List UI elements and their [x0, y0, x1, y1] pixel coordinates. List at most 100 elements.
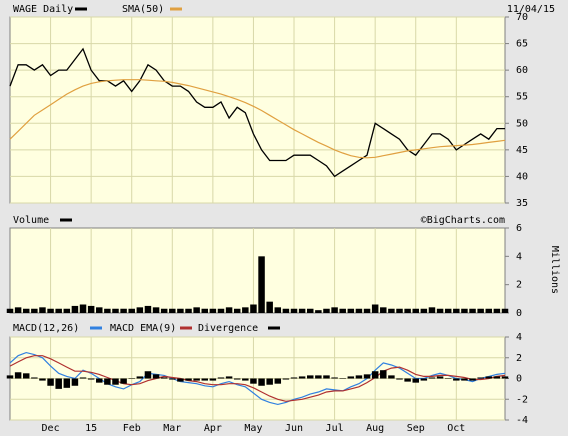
bar — [128, 378, 135, 379]
y-tick-label: 35 — [516, 198, 528, 209]
bar — [339, 378, 346, 379]
bar — [193, 307, 200, 313]
bar — [217, 377, 225, 379]
bar — [152, 307, 160, 313]
bar — [63, 378, 71, 388]
bar — [412, 378, 419, 383]
bar — [242, 307, 249, 313]
bar — [104, 378, 111, 385]
bar — [396, 378, 403, 380]
bar — [22, 373, 30, 379]
y-tick-label: 45 — [516, 145, 528, 156]
bar — [436, 308, 444, 313]
bar — [71, 305, 79, 313]
bar — [225, 376, 233, 379]
bar — [258, 378, 265, 386]
y-tick-label: 40 — [516, 171, 528, 182]
bar — [347, 308, 355, 313]
bar — [477, 308, 484, 313]
bar — [493, 376, 501, 379]
bar — [315, 375, 322, 379]
bar — [331, 377, 338, 379]
bar — [242, 378, 249, 381]
bar — [282, 308, 290, 313]
bar — [6, 375, 14, 379]
y-tick-label: 55 — [516, 92, 528, 103]
bar — [144, 305, 152, 313]
bar — [136, 307, 144, 313]
bar — [307, 375, 314, 379]
y-tick-label: 0 — [516, 374, 522, 385]
bar — [120, 378, 127, 384]
bar — [388, 308, 395, 313]
y-tick-label: -2 — [516, 394, 528, 405]
x-tick-label: Feb — [123, 423, 141, 434]
axis-label: Millions — [549, 246, 560, 294]
bar — [363, 374, 371, 379]
bar — [31, 308, 38, 313]
bar — [185, 308, 192, 313]
bar — [71, 378, 79, 386]
bar — [323, 375, 330, 379]
bar — [201, 378, 208, 381]
x-tick-label: Oct — [447, 423, 465, 434]
bar — [477, 377, 484, 379]
x-tick-label: May — [244, 423, 262, 434]
bar — [144, 371, 152, 379]
bar — [420, 308, 428, 313]
y-tick-label: 4 — [516, 251, 522, 262]
bar — [87, 305, 95, 313]
legend-entry: Divergence — [198, 323, 258, 334]
bar — [6, 308, 14, 313]
bar — [55, 308, 62, 313]
bar — [355, 375, 363, 379]
series-line — [9, 47, 505, 178]
y-tick-label: 2 — [516, 280, 522, 291]
bar — [193, 378, 200, 381]
y-tick-label: 60 — [516, 65, 528, 76]
bar — [104, 308, 111, 313]
bar — [258, 256, 265, 313]
bar — [96, 307, 103, 313]
bar — [79, 377, 87, 379]
bar — [14, 372, 22, 379]
bar — [501, 308, 509, 313]
bar — [266, 301, 273, 313]
bar — [380, 370, 387, 379]
bar — [404, 378, 411, 382]
bar — [217, 308, 225, 313]
bar — [39, 378, 46, 381]
legend-entry: SMA(50) — [122, 4, 164, 15]
bar — [169, 308, 176, 313]
bar — [307, 308, 314, 313]
bar — [266, 378, 273, 385]
bar — [444, 378, 452, 379]
bar — [282, 378, 290, 380]
bar — [298, 308, 306, 313]
bar — [185, 378, 192, 381]
bar — [428, 307, 436, 313]
bar — [461, 308, 468, 313]
bar — [274, 378, 282, 384]
bar — [323, 308, 330, 313]
x-tick-label: Mar — [163, 423, 181, 434]
bar — [485, 376, 493, 379]
bar — [298, 376, 306, 379]
bar — [39, 307, 46, 313]
y-tick-label: 70 — [516, 12, 528, 23]
bar — [339, 308, 346, 313]
bar — [469, 308, 476, 313]
price-panel — [9, 16, 506, 204]
bar — [485, 308, 493, 313]
legend-entry: WAGE Daily — [13, 4, 73, 15]
y-tick-label: 0 — [516, 308, 522, 319]
bar — [290, 308, 298, 313]
bar — [412, 308, 419, 313]
bar — [209, 378, 217, 381]
bar — [388, 375, 395, 379]
date-label: 11/04/15 — [507, 4, 555, 15]
bar — [469, 378, 476, 381]
volume-panel — [9, 227, 506, 314]
y-tick-label: 4 — [516, 332, 522, 343]
bar — [501, 376, 509, 379]
